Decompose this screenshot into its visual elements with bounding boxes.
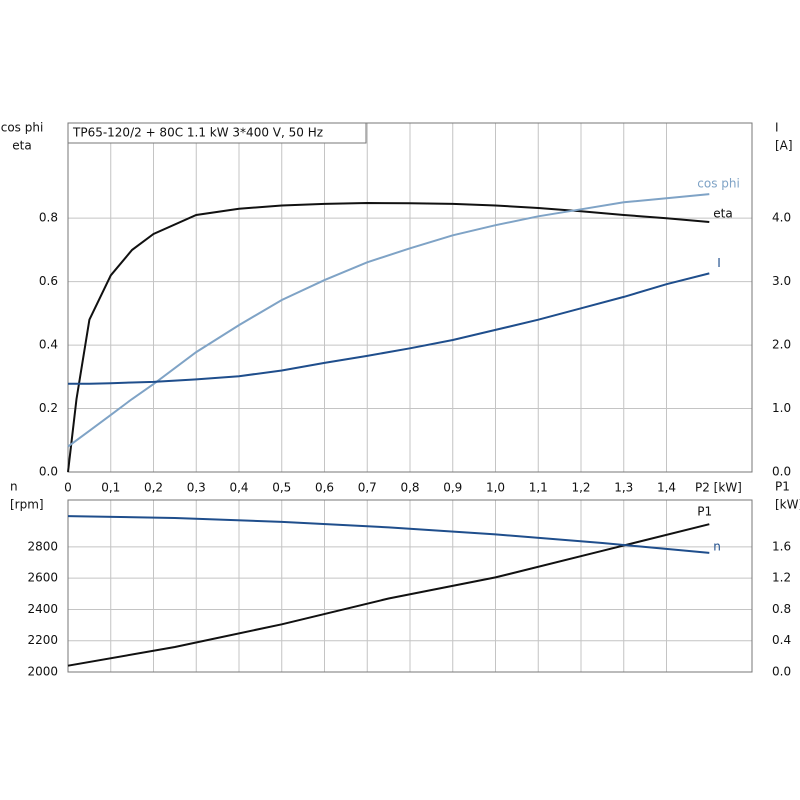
plot-frame [67,122,753,473]
y2-axis-label: [A] [775,139,793,153]
series-line [68,272,710,385]
y2-tick-label: 2.0 [772,338,791,352]
series-line [67,523,710,667]
y-tick-label: 2600 [27,571,58,585]
x-tick-label: 1,0 [486,481,505,495]
y-axis-label: eta [12,139,31,153]
y2-tick-label: 0.0 [772,465,791,479]
y2-tick-label: 0.8 [772,602,791,616]
x-tick-label: 0 [64,481,72,495]
y-tick-label: 2400 [27,602,58,616]
y2-tick-label: 3.0 [772,274,791,288]
y2-tick-label: 0.0 [772,665,791,679]
y-tick-label: 0.0 [39,465,58,479]
y-tick-label: 2000 [27,665,58,679]
x-tick-label: 0,7 [358,481,377,495]
y2-tick-label: 1.6 [772,539,791,553]
x-axis-label: P2 [kW] [695,481,742,495]
y2-axis-label: P1 [775,480,790,494]
y2-tick-label: 1.0 [772,401,791,415]
x-tick-label: 1,4 [657,481,676,495]
series-label: n [713,539,721,553]
y2-axis-label: I [775,121,779,135]
x-tick-label: 0,5 [272,481,291,495]
y-tick-label: 2200 [27,633,58,647]
title-box [67,122,367,144]
series-line [67,515,710,554]
y2-tick-label: 4.0 [772,211,791,225]
y-tick-label: 0.2 [39,401,58,415]
x-tick-label: 0,2 [144,481,163,495]
chart-title: TP65-120/2 + 80C 1.1 kW 3*400 V, 50 Hz [72,126,323,140]
series-label: cos phi [697,177,740,191]
x-tick-label: 1,3 [614,481,633,495]
x-tick-label: 0,6 [315,481,334,495]
x-tick-label: 0,8 [400,481,419,495]
y2-tick-label: 1.2 [772,571,791,585]
x-tick-label: 0,4 [229,481,248,495]
x-tick-label: 0,1 [101,481,120,495]
y2-tick-label: 0.4 [772,633,791,647]
y-tick-label: 2800 [27,539,58,553]
y2-axis-label: [kW] [775,498,800,512]
x-tick-label: 0,3 [187,481,206,495]
y-axis-label: [rpm] [10,498,44,512]
y-tick-label: 0.6 [39,274,58,288]
y-axis-label: cos phi [1,121,44,135]
y-tick-label: 0.8 [39,211,58,225]
x-tick-label: 1,2 [571,481,590,495]
series-label: eta [713,206,732,220]
x-tick-label: 1,1 [529,481,548,495]
plot-frame [67,499,753,673]
y-axis-label: n [10,480,18,494]
y-tick-label: 0.4 [39,338,58,352]
series-label: I [717,256,721,270]
series-line [67,193,710,448]
x-tick-label: 0,9 [443,481,462,495]
series-line [67,201,710,473]
series-label: P1 [697,505,712,519]
